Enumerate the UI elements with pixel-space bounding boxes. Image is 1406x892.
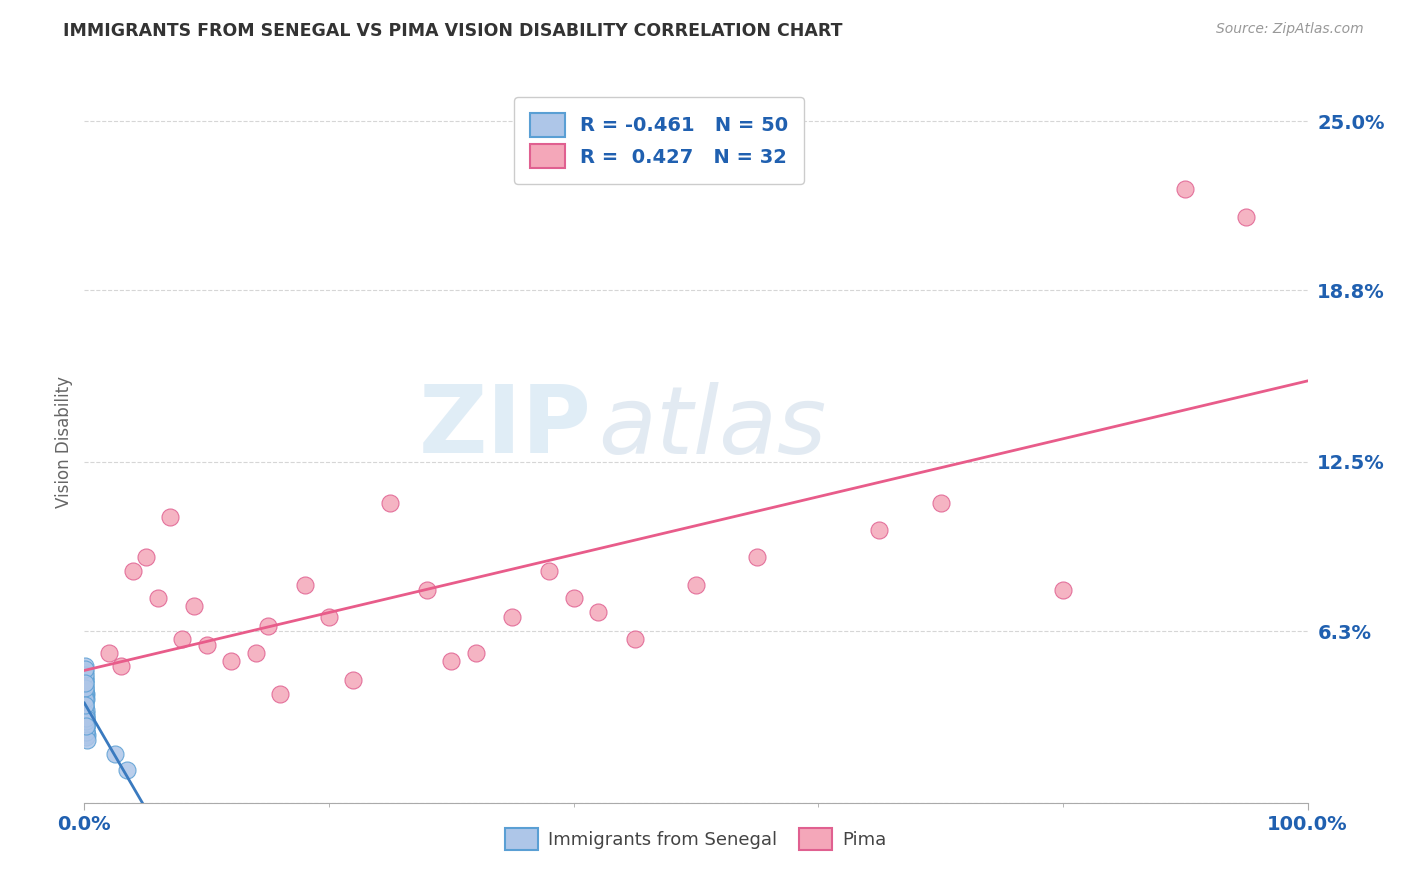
Point — [146, 591, 169, 606]
Point — [75, 681, 97, 696]
Point — [219, 654, 242, 668]
Point — [75, 690, 97, 704]
Point — [75, 698, 97, 712]
Point — [75, 665, 97, 679]
Point — [75, 690, 97, 704]
Point — [75, 725, 97, 739]
Point — [75, 684, 97, 698]
Point — [929, 496, 952, 510]
Point — [75, 708, 97, 723]
Point — [75, 725, 97, 739]
Point — [75, 708, 97, 723]
Point — [464, 646, 486, 660]
Point — [75, 676, 97, 690]
Point — [75, 714, 97, 728]
Point — [75, 679, 97, 693]
Point — [440, 654, 463, 668]
Point — [75, 711, 97, 725]
Point — [75, 676, 97, 690]
Point — [318, 610, 340, 624]
Point — [75, 708, 97, 723]
Point — [76, 733, 98, 747]
Point — [538, 564, 561, 578]
Point — [245, 646, 267, 660]
Point — [110, 659, 132, 673]
Point — [685, 577, 707, 591]
Point — [75, 706, 97, 720]
Text: Source: ZipAtlas.com: Source: ZipAtlas.com — [1216, 22, 1364, 37]
Point — [294, 577, 316, 591]
Point — [75, 684, 97, 698]
Point — [115, 763, 138, 777]
Point — [75, 722, 97, 736]
Point — [502, 610, 524, 624]
Point — [747, 550, 769, 565]
Point — [75, 695, 97, 709]
Point — [135, 550, 157, 565]
Point — [75, 719, 97, 733]
Point — [562, 591, 585, 606]
Point — [269, 687, 291, 701]
Point — [869, 523, 891, 537]
Point — [257, 618, 280, 632]
Y-axis label: Vision Disability: Vision Disability — [55, 376, 73, 508]
Point — [75, 673, 97, 687]
Point — [159, 509, 181, 524]
Point — [73, 692, 96, 706]
Point — [195, 638, 218, 652]
Point — [73, 673, 96, 687]
Point — [75, 714, 97, 728]
Point — [75, 716, 97, 731]
Point — [73, 659, 96, 673]
Text: atlas: atlas — [598, 382, 827, 473]
Point — [1174, 182, 1197, 196]
Point — [75, 719, 97, 733]
Point — [75, 681, 97, 696]
Point — [416, 583, 439, 598]
Point — [75, 703, 97, 717]
Point — [75, 698, 97, 712]
Point — [75, 700, 97, 714]
Point — [75, 692, 97, 706]
Point — [75, 711, 97, 725]
Point — [76, 728, 98, 742]
Point — [73, 662, 96, 676]
Point — [172, 632, 194, 647]
Point — [380, 496, 402, 510]
Point — [75, 714, 97, 728]
Point — [183, 599, 205, 614]
Point — [75, 670, 97, 684]
Point — [586, 605, 609, 619]
Point — [73, 716, 96, 731]
Legend: Immigrants from Senegal, Pima: Immigrants from Senegal, Pima — [496, 819, 896, 859]
Point — [75, 731, 97, 745]
Point — [97, 646, 120, 660]
Point — [75, 703, 97, 717]
Point — [75, 706, 97, 720]
Point — [1052, 583, 1074, 598]
Text: ZIP: ZIP — [419, 381, 592, 473]
Point — [75, 719, 97, 733]
Point — [122, 564, 145, 578]
Point — [104, 747, 127, 761]
Point — [1236, 210, 1258, 224]
Text: IMMIGRANTS FROM SENEGAL VS PIMA VISION DISABILITY CORRELATION CHART: IMMIGRANTS FROM SENEGAL VS PIMA VISION D… — [63, 22, 842, 40]
Point — [75, 667, 97, 681]
Point — [75, 692, 97, 706]
Point — [624, 632, 647, 647]
Point — [75, 687, 97, 701]
Point — [75, 687, 97, 701]
Point — [342, 673, 364, 687]
